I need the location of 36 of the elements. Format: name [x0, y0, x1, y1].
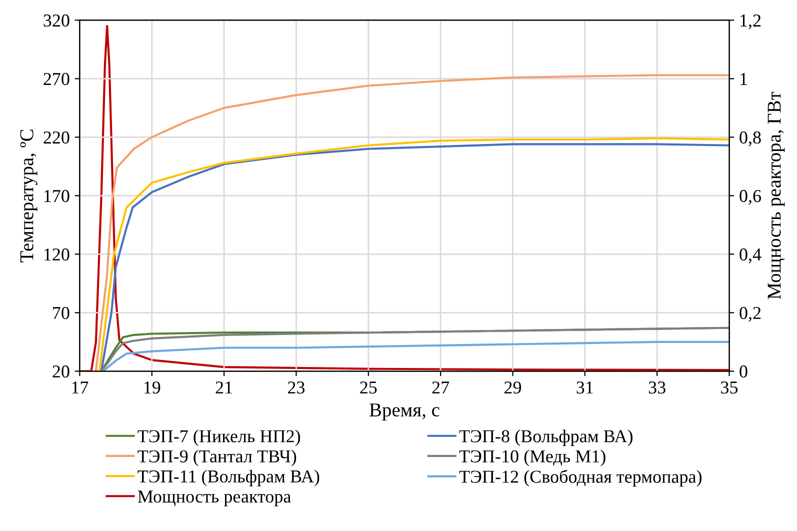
- legend-label: ТЭП-8 (Вольфрам ВА): [459, 430, 632, 446]
- y2-tick-label: 0: [740, 365, 748, 378]
- y-tick-label: 20: [52, 365, 70, 378]
- y2-tick-label: 0,8: [740, 131, 761, 146]
- y2-tick-label: 0,6: [740, 190, 762, 205]
- y-tick-label: 220: [44, 131, 70, 144]
- y2-tick-label: 1,2: [740, 14, 761, 30]
- y2-tick-label: 0,2: [740, 306, 761, 322]
- y-axis-title: Температура, ºС: [20, 130, 38, 262]
- legend-label: Мощность реактора: [138, 490, 291, 506]
- legend-label: ТЭП-11 (Вольфрам ВА): [138, 470, 320, 486]
- x-tick-label: 33: [648, 381, 666, 394]
- y-tick-label: 120: [44, 248, 70, 261]
- y-tick-label: 170: [44, 190, 70, 202]
- legend-label: ТЭП-7 (Никель НП2): [138, 430, 300, 446]
- x-tick-label: 23: [288, 381, 305, 394]
- y2-tick-label: 0,4: [740, 248, 762, 264]
- y-tick-label: 70: [53, 306, 70, 320]
- x-axis-title: Время, с: [370, 404, 440, 420]
- legend-label: ТЭП-9 (Тантал ТВЧ): [138, 450, 296, 466]
- line-series: [94, 74, 730, 372]
- y2-axis-title: Мощность реактора, ГВт: [768, 92, 785, 300]
- x-tick-label: 21: [216, 381, 232, 394]
- x-tick-label: 29: [504, 381, 522, 394]
- x-tick-label: 25: [360, 381, 377, 394]
- legend-label: ТЭП-10 (Медь М1): [459, 450, 606, 466]
- x-tick-label: 31: [576, 381, 593, 394]
- y-tick-label: 320: [44, 14, 70, 27]
- x-tick-label: 19: [144, 381, 160, 394]
- y2-tick-label: 1: [740, 73, 747, 85]
- x-tick-label: 17: [72, 382, 88, 394]
- y-tick-label: 270: [44, 72, 70, 86]
- x-tick-label: 35: [721, 381, 738, 394]
- legend-label: ТЭП-12 (Свободная термопара): [459, 470, 702, 486]
- line-series: [102, 340, 730, 372]
- x-tick-label: 27: [432, 381, 450, 394]
